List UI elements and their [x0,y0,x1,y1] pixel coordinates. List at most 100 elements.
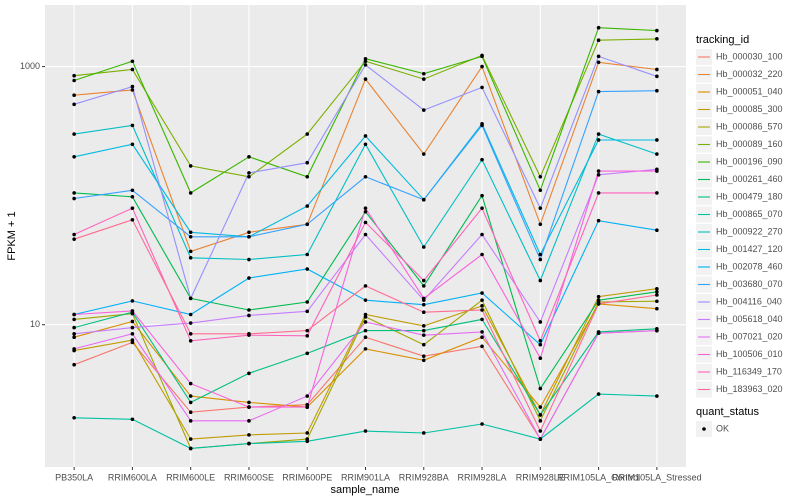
point [72,325,76,330]
point [188,312,193,317]
legend-label: Hb_100506_010 [716,349,783,359]
point [247,276,251,280]
point [363,206,368,210]
point [72,232,76,237]
point [130,123,135,128]
point [188,400,193,405]
point [130,309,135,313]
point [130,84,135,89]
legend-label: OK [716,423,729,433]
point [305,334,310,338]
legend-label: Hb_000032_220 [716,69,783,79]
point [247,313,251,318]
point [72,416,76,420]
point [421,245,426,249]
point [655,191,659,195]
point [72,335,76,340]
point [305,439,310,444]
point [363,220,368,225]
point [596,132,601,136]
shape-legend-title: quant_status [696,406,759,418]
point [188,321,193,325]
point [188,230,193,235]
point [538,437,543,441]
x-tick-label: RRIM600PE [282,472,332,482]
point [480,193,484,198]
legend-label: Hb_000051_040 [716,86,783,96]
point [247,405,251,409]
x-tick-label: RRIM600LA [108,472,157,482]
point [305,328,310,333]
point [655,37,659,41]
point [130,417,135,422]
point [188,296,193,301]
point [72,154,76,159]
x-tick-label: RRIM928BA [399,472,449,482]
point [655,67,659,72]
point [363,232,368,237]
x-tick-label: RRIM105LA_Control [557,472,640,482]
x-tick-label: RRIM928LE [516,472,565,482]
point [596,38,601,43]
legend-label: Hb_000922_270 [716,226,783,236]
point [655,286,659,291]
point [655,306,659,311]
point [655,88,659,93]
x-tick-label: RRIM928LA [458,472,507,482]
x-tick-label: RRIM600SE [224,472,274,482]
point [480,232,484,237]
point [421,333,426,337]
point [538,419,543,423]
point [363,63,368,67]
legend-label: Hb_183963_020 [716,384,783,394]
point [72,93,76,98]
point [480,335,484,340]
point [421,324,426,328]
point [130,188,135,193]
point [363,134,368,138]
point [72,237,76,241]
legend-label: Hb_005618_040 [716,314,783,324]
point [72,191,76,195]
point [538,405,543,409]
point [72,347,76,351]
point [538,206,543,210]
legend-point [702,427,706,431]
y-tick-label: 10 [30,319,40,329]
point [247,332,251,336]
legend-label: Hb_002078_460 [716,261,783,271]
point [305,309,310,314]
point [130,206,135,210]
y-tick-label: 1000 [20,61,40,71]
point [363,59,368,64]
point [421,108,426,112]
point [655,394,659,398]
point [188,191,193,195]
point [72,102,76,107]
point [480,317,484,322]
point [247,419,251,423]
point [247,174,251,179]
point [305,394,310,398]
point [72,332,76,336]
point [305,300,310,304]
point [130,194,135,199]
point [421,71,426,76]
legend-title: tracking_id [696,34,749,46]
point [538,429,543,433]
point [72,196,76,201]
point [480,291,484,295]
legend-label: Hb_000086_570 [716,121,783,131]
point [421,342,426,347]
point [363,320,368,324]
point [72,317,76,322]
point [538,278,543,283]
point [363,328,368,333]
point [188,234,193,239]
point [363,298,368,302]
point [363,284,368,288]
point [538,320,543,324]
point [596,89,601,94]
point [188,164,193,168]
point [305,204,310,208]
